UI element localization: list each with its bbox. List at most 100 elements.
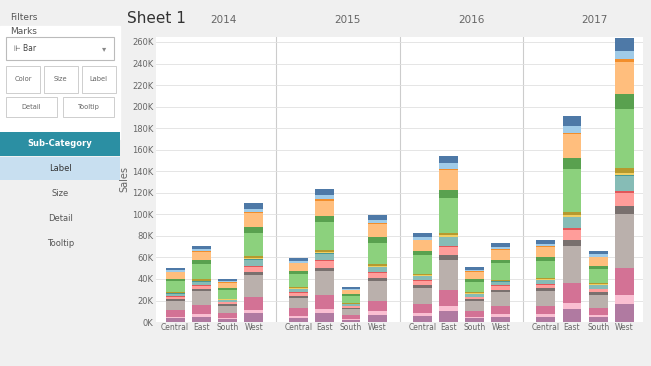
Bar [289,288,308,289]
Bar [166,281,185,292]
Bar [413,285,432,288]
Bar [315,188,335,195]
Bar [192,252,211,261]
Bar [465,301,484,311]
Bar [439,290,458,306]
Bar [368,264,387,266]
Text: Label: Label [49,164,72,173]
Bar [244,313,263,322]
Bar [218,282,237,283]
Bar [244,256,263,258]
Bar [289,308,308,316]
Bar [492,317,510,322]
Bar [413,239,432,240]
Bar [492,285,510,286]
Bar [562,240,581,246]
Bar [192,279,211,281]
Bar [0,157,120,180]
Bar [536,244,555,246]
Bar [536,279,555,280]
Bar [465,268,484,270]
Bar [289,274,308,287]
Text: Tooltip: Tooltip [47,239,74,248]
Bar [562,116,581,126]
Bar [589,307,607,315]
Bar [315,222,335,250]
Bar [218,300,237,302]
Bar [289,287,308,288]
Bar [589,315,607,317]
Bar [82,66,116,93]
Bar [413,316,432,322]
Bar [192,251,211,252]
Bar [562,228,581,230]
Bar [536,285,555,288]
Bar [289,261,308,263]
Bar [536,291,555,306]
Bar [536,280,555,284]
Bar [413,237,432,239]
Text: Color: Color [14,76,32,82]
Bar [562,212,581,215]
Bar [465,293,484,294]
Bar [368,273,387,278]
Bar [615,173,633,175]
Bar [615,38,633,51]
Bar [589,284,607,285]
Bar [244,212,263,213]
Bar [536,306,555,314]
Bar [289,292,308,293]
Bar [289,289,308,292]
Bar [492,250,510,260]
Bar [244,297,263,310]
Bar [192,291,211,305]
Bar [342,309,361,315]
Bar [439,237,458,246]
Bar [492,243,510,247]
Bar [192,261,211,264]
Bar [615,59,633,62]
Bar [536,278,555,279]
Bar [615,51,633,59]
Bar [244,213,263,227]
Bar [615,206,633,214]
Text: ▾: ▾ [102,44,106,53]
Bar [315,309,335,313]
Bar [315,199,335,201]
Text: Sub-Category: Sub-Category [28,139,92,148]
Bar [562,246,581,283]
Bar [315,201,335,216]
Bar [492,314,510,317]
Bar [166,272,185,279]
Bar [244,310,263,313]
Bar [368,220,387,223]
Bar [166,279,185,281]
Bar [192,246,211,249]
Bar [615,168,633,173]
Bar [413,251,432,255]
Bar [562,309,581,322]
Bar [536,261,555,278]
Bar [439,198,458,233]
Bar [589,292,607,295]
Bar [289,258,308,261]
Bar [536,314,555,317]
Text: Detail: Detail [48,214,73,223]
Bar [166,268,185,270]
Bar [413,313,432,316]
Bar [492,260,510,264]
Bar [342,306,361,307]
Bar [465,272,484,279]
Bar [536,284,555,285]
Bar [166,318,185,322]
Bar [44,66,77,93]
Bar [562,132,581,134]
Bar [166,293,185,294]
Bar [368,272,387,273]
Bar [315,254,335,260]
Bar [368,314,387,322]
Bar [244,260,263,266]
Bar [315,295,335,309]
Bar [289,264,308,271]
Bar [562,283,581,303]
